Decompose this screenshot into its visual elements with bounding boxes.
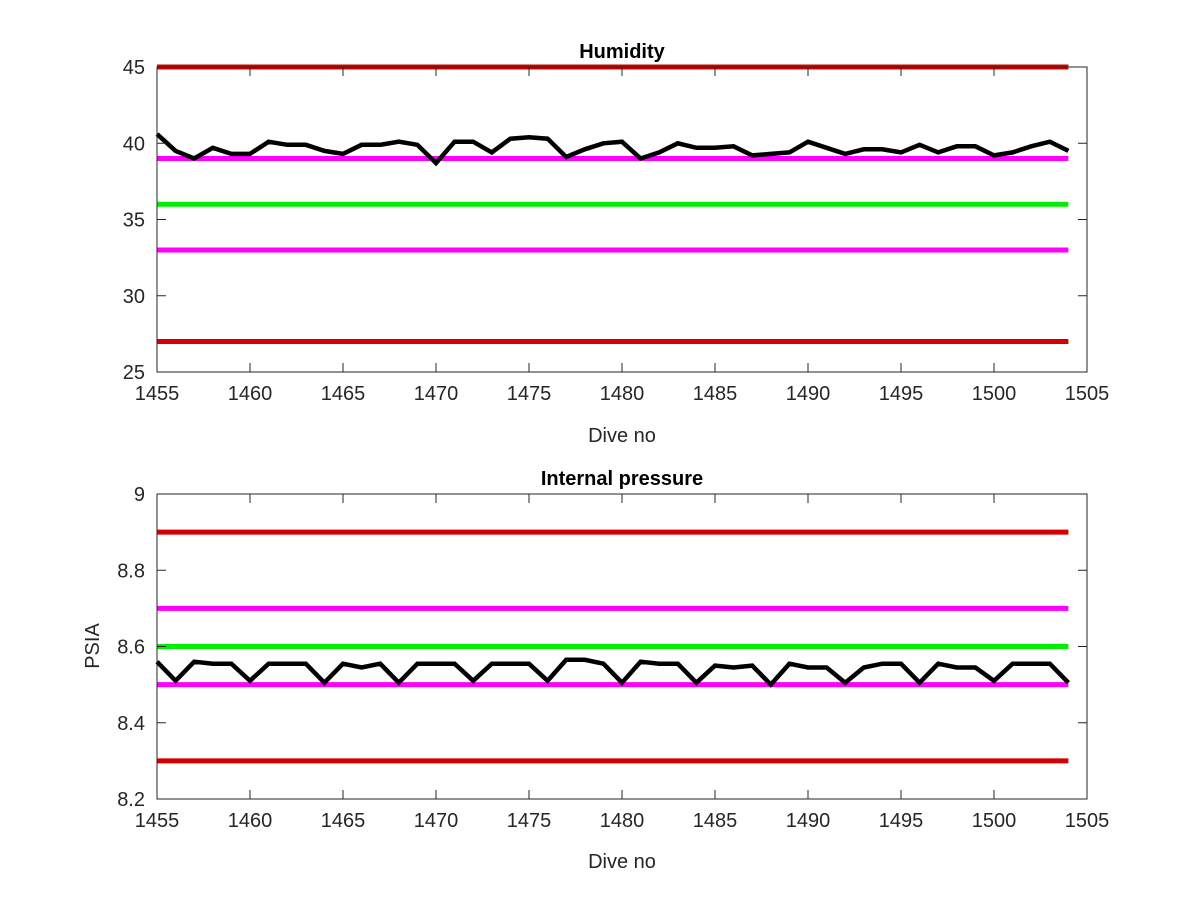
humidity-x-tick-label: 1475	[507, 383, 552, 405]
pressure-x-tick-label: 1455	[135, 810, 180, 832]
pressure-ticks: 1455 1460 1465 1470 1475 1480 1485 1490 1495 1500…	[117, 484, 1109, 832]
pressure-x-tick-label: 1470	[414, 810, 459, 832]
pressure-x-tick-label: 1500	[972, 810, 1017, 832]
pressure-x-tick-label: 1490	[786, 810, 831, 832]
pressure-x-axis-label: Dive no	[588, 851, 656, 873]
pressure-data-layer	[155, 529, 1071, 764]
pressure-y-tick-label: 8.6	[117, 637, 145, 659]
humidity-y-tick-label: 45	[123, 57, 145, 79]
humidity-x-tick-label: 1505	[1065, 383, 1110, 405]
humidity-ticks: 1455 1460 1465 1470 1475 1480 1485 1490 1495 1500…	[123, 57, 1110, 405]
pressure-x-tick-label: 1505	[1065, 810, 1110, 832]
humidity-subplot: 1455 1460 1465 1470 1475 1480 1485 1490 1495 1500…	[123, 41, 1110, 447]
humidity-x-tick-label: 1455	[135, 383, 180, 405]
pressure-y-tick-label: 8.2	[117, 789, 145, 811]
pressure-y-tick-label: 8.8	[117, 560, 145, 582]
pressure-title: Internal pressure	[541, 468, 703, 490]
pressure-x-tick-label: 1485	[693, 810, 738, 832]
humidity-plot-area	[157, 67, 1087, 372]
pressure-y-tick-label: 9	[134, 484, 145, 506]
humidity-y-tick-label: 35	[123, 210, 145, 232]
pressure-x-tick-label: 1480	[600, 810, 645, 832]
humidity-x-tick-label: 1500	[972, 383, 1017, 405]
humidity-y-tick-label: 30	[123, 286, 145, 308]
humidity-x-tick-label: 1465	[321, 383, 366, 405]
humidity-title: Humidity	[579, 41, 665, 63]
pressure-y-axis-label: PSIA	[82, 623, 104, 669]
humidity-x-axis-label: Dive no	[588, 425, 656, 447]
humidity-x-tick-label: 1460	[228, 383, 273, 405]
humidity-x-tick-label: 1470	[414, 383, 459, 405]
pressure-x-tick-label: 1495	[879, 810, 924, 832]
humidity-x-tick-label: 1485	[693, 383, 738, 405]
pressure-y-tick-label: 8.4	[117, 713, 145, 735]
pressure-x-tick-label: 1475	[507, 810, 552, 832]
pressure-subplot: 1455 1460 1465 1470 1475 1480 1485 1490 1495 1500…	[82, 468, 1109, 873]
humidity-x-tick-label: 1490	[786, 383, 831, 405]
pressure-x-tick-label: 1460	[228, 810, 273, 832]
humidity-y-tick-label: 25	[123, 362, 145, 384]
humidity-series-line	[155, 132, 1070, 167]
pressure-x-tick-label: 1465	[321, 810, 366, 832]
pressure-series-line	[155, 657, 1071, 688]
humidity-y-tick-label: 40	[123, 133, 145, 155]
humidity-x-tick-label: 1480	[600, 383, 645, 405]
humidity-x-tick-label: 1495	[879, 383, 924, 405]
